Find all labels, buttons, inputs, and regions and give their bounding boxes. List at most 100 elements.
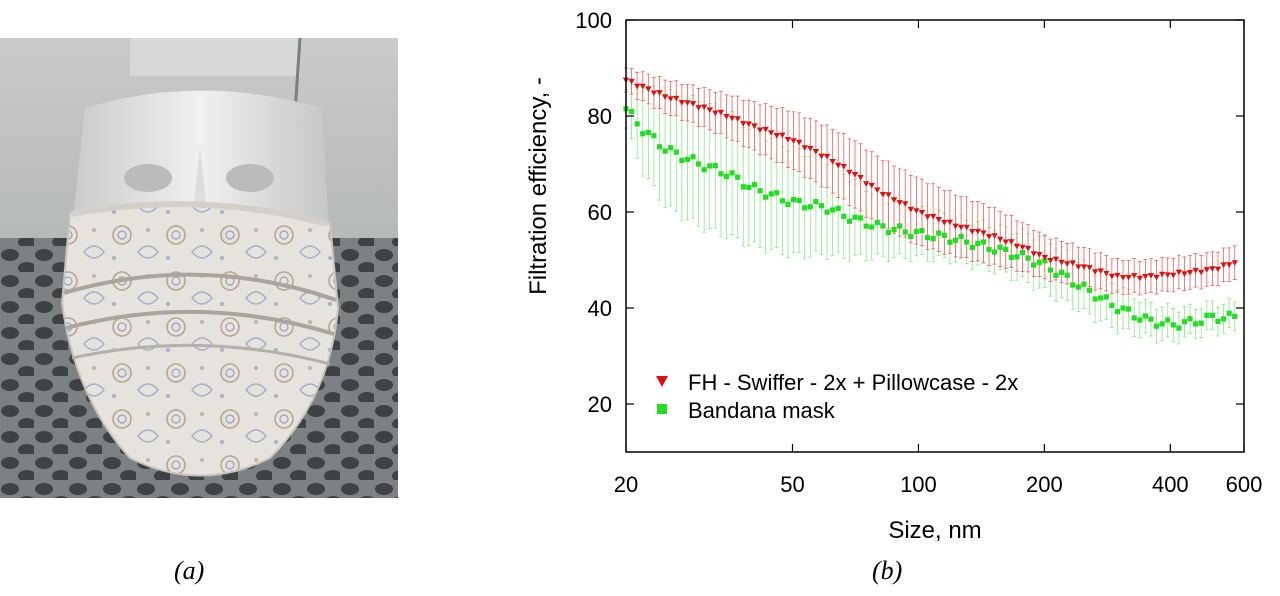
data-point-fh (779, 132, 786, 139)
data-point-fh (941, 220, 948, 226)
legend-marker-bandana (657, 404, 667, 414)
data-point-fh (639, 83, 646, 90)
data-point-fh (913, 208, 920, 214)
data-point-fh (879, 191, 887, 198)
data-point-bandana (634, 121, 640, 127)
caption-a: (a) (174, 556, 205, 585)
data-point-bandana (930, 236, 936, 242)
data-point-bandana (1003, 246, 1009, 252)
data-point-fh (1080, 264, 1088, 271)
data-point-bandana (869, 224, 875, 230)
data-point-bandana (1198, 320, 1204, 326)
data-point-bandana (735, 174, 741, 180)
data-point-bandana (1075, 284, 1081, 290)
legend-label-bandana: Bandana mask (688, 398, 836, 423)
data-point-bandana (1181, 319, 1188, 325)
data-point-fh (1103, 270, 1110, 277)
y-axis-label: Filtration efficiency, - (525, 77, 552, 295)
data-point-fh (773, 132, 780, 139)
data-point-fh (823, 153, 831, 160)
data-point-bandana (679, 157, 685, 164)
data-point-fh (874, 187, 881, 193)
data-point-fh (1203, 267, 1211, 273)
data-point-bandana (947, 239, 953, 245)
data-point-fh (628, 78, 635, 85)
data-point-bandana (1081, 281, 1087, 287)
data-point-fh (818, 153, 825, 160)
data-point-fh (1125, 274, 1132, 281)
data-point-fh (740, 121, 747, 127)
data-point-bandana (1226, 310, 1232, 316)
data-point-bandana (1019, 250, 1026, 256)
data-point-fh (963, 224, 970, 231)
data-point-fh (1158, 271, 1166, 278)
data-point-fh (801, 145, 808, 151)
data-point-bandana (1086, 287, 1093, 293)
data-point-fh (1052, 256, 1060, 263)
data-point-bandana (880, 223, 886, 229)
data-point-bandana (1209, 312, 1215, 318)
data-point-fh (896, 200, 903, 206)
data-point-bandana (813, 199, 819, 205)
data-point-fh (1047, 257, 1054, 264)
data-point-fh (1024, 245, 1032, 252)
data-point-bandana (1232, 313, 1238, 319)
data-point-bandana (980, 239, 987, 245)
data-point-fh (723, 113, 730, 120)
data-point-fh (1119, 275, 1127, 281)
data-point-bandana (1126, 306, 1132, 312)
data-point-bandana (952, 237, 959, 243)
data-point-fh (851, 172, 859, 178)
data-point-fh (946, 219, 954, 226)
data-point-fh (756, 127, 764, 134)
data-point-bandana (774, 190, 780, 196)
data-point-fh (1091, 269, 1099, 275)
data-point-bandana (1092, 296, 1098, 302)
data-point-fh (862, 181, 870, 187)
data-point-fh (1131, 273, 1138, 279)
data-point-bandana (964, 239, 970, 245)
data-point-fh (1153, 274, 1160, 281)
data-point-fh (728, 115, 736, 122)
data-point-fh (700, 104, 708, 111)
data-point-fh (996, 236, 1004, 243)
data-point-fh (1036, 251, 1043, 258)
data-point-fh (1097, 268, 1104, 275)
data-markers (622, 77, 1238, 331)
data-point-fh (1142, 274, 1149, 280)
data-point-fh (885, 192, 892, 198)
data-point-fh (1086, 265, 1093, 271)
y-tick-label: 80 (588, 104, 612, 129)
plot-area (625, 19, 1245, 453)
data-point-bandana (1059, 269, 1065, 275)
data-point-bandana (1064, 272, 1070, 278)
data-point-fh (1192, 267, 1199, 274)
data-point-bandana (1008, 254, 1014, 260)
filtration-efficiency-chart: 20 40 60 80 100 20 50 100 200 400 600 Filtration e… (520, 0, 1280, 560)
axis-ticks: 20 40 60 80 100 20 50 100 200 400 600 (575, 8, 1262, 497)
data-point-bandana (857, 215, 864, 221)
data-point-bandana (897, 223, 903, 229)
data-point-bandana (1042, 258, 1048, 264)
data-point-fh (1164, 272, 1171, 278)
y-tick-label: 40 (588, 296, 612, 321)
data-point-fh (684, 100, 691, 106)
data-point-bandana (1047, 267, 1054, 273)
data-point-fh (1108, 273, 1116, 280)
chart-legend: FH - Swiffer - 2x + Pillowcase - 2x Band… (656, 370, 1018, 423)
data-point-fh (924, 214, 931, 220)
data-point-fh (1075, 264, 1082, 271)
data-point-bandana (846, 218, 852, 224)
data-point-bandana (924, 235, 931, 241)
data-point-bandana (768, 191, 774, 197)
data-point-fh (1181, 271, 1188, 277)
data-point-fh (1063, 261, 1071, 267)
data-point-bandana (751, 182, 758, 188)
data-point-fh (745, 121, 753, 128)
data-point-fh (1225, 262, 1233, 268)
data-point-bandana (1165, 317, 1171, 323)
data-point-fh (1136, 275, 1143, 282)
data-point-fh (1186, 270, 1194, 276)
data-point-bandana (807, 204, 813, 210)
data-point-fh (751, 123, 758, 129)
